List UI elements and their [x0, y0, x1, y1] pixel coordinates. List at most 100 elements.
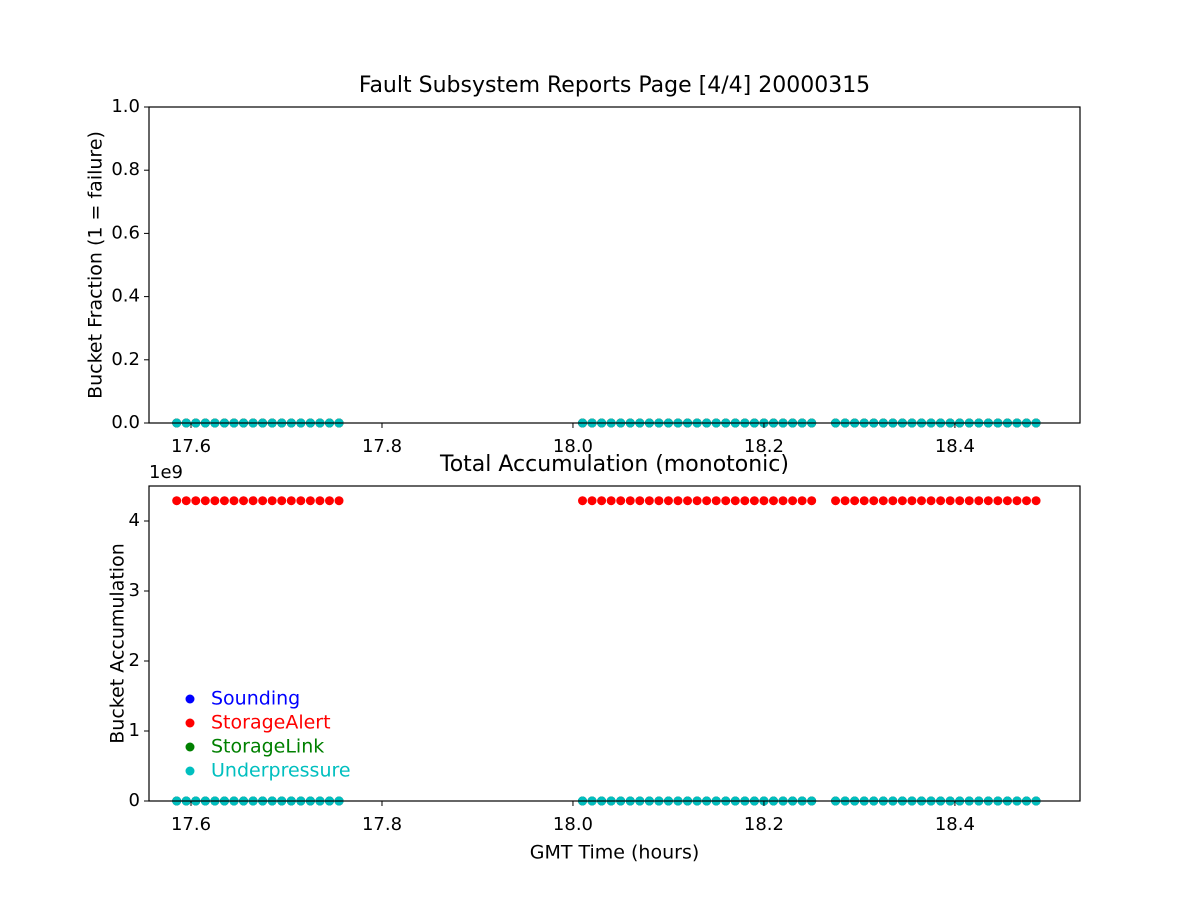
- data-point: [200, 496, 210, 506]
- data-point: [936, 496, 946, 506]
- data-point: [916, 496, 926, 506]
- axes-frame: [148, 485, 1081, 802]
- data-point: [797, 496, 807, 506]
- legend-label: Sounding: [211, 688, 300, 710]
- y-tick-label: 0.0: [111, 412, 140, 433]
- x-tick-label: 17.6: [171, 814, 211, 835]
- data-point: [983, 496, 993, 506]
- data-point: [258, 496, 268, 506]
- data-point: [740, 496, 750, 506]
- x-tick-label: 18.2: [744, 814, 784, 835]
- chart-title: Fault Subsystem Reports Page [4/4] 20000…: [359, 73, 870, 98]
- y-tick-label: 0: [129, 790, 140, 811]
- data-point: [210, 496, 220, 506]
- x-tick-label: 18.2: [744, 436, 784, 457]
- data-point: [172, 496, 182, 506]
- data-point: [840, 496, 850, 506]
- legend-label: StorageAlert: [211, 712, 331, 734]
- data-point: [229, 496, 239, 506]
- x-tick-label: 18.4: [935, 814, 975, 835]
- data-point: [768, 496, 778, 506]
- data-point: [869, 496, 879, 506]
- x-tick-label: 18.0: [553, 436, 593, 457]
- data-point: [850, 496, 860, 506]
- data-point: [1022, 496, 1032, 506]
- data-point: [683, 496, 693, 506]
- data-point: [955, 496, 965, 506]
- x-tick-label: 17.6: [171, 436, 211, 457]
- data-point: [831, 496, 841, 506]
- y-tick-label: 2: [129, 650, 140, 671]
- data-point: [277, 496, 287, 506]
- x-tick-label: 17.8: [362, 814, 402, 835]
- legend-marker: [185, 718, 195, 728]
- data-point: [654, 496, 664, 506]
- y-tick-label: 0.4: [111, 286, 140, 307]
- data-point: [1002, 496, 1012, 506]
- data-point: [248, 496, 258, 506]
- data-point: [239, 496, 249, 506]
- data-point: [993, 496, 1003, 506]
- data-point: [1031, 496, 1041, 506]
- data-point: [324, 496, 334, 506]
- data-point: [788, 496, 798, 506]
- x-tick-label: 17.8: [362, 436, 402, 457]
- chart-title: Total Accumulation (monotonic): [439, 452, 789, 477]
- data-point: [219, 496, 229, 506]
- y-tick-label: 4: [129, 510, 140, 531]
- legend-label: StorageLink: [211, 736, 324, 758]
- data-point: [692, 496, 702, 506]
- data-point: [907, 496, 917, 506]
- data-point: [888, 496, 898, 506]
- data-point: [267, 496, 277, 506]
- y-tick-label: 0.8: [111, 159, 140, 180]
- data-point: [305, 496, 315, 506]
- y-tick-label: 0.6: [111, 222, 140, 243]
- data-point: [945, 496, 955, 506]
- data-point: [730, 496, 740, 506]
- y-tick-label: 0.2: [111, 349, 140, 370]
- data-point: [878, 496, 888, 506]
- axes-frame: [148, 106, 1081, 424]
- legend-marker: [185, 694, 195, 704]
- data-point: [749, 496, 759, 506]
- data-point: [587, 496, 597, 506]
- data-point: [635, 496, 645, 506]
- data-point: [964, 496, 974, 506]
- data-point: [578, 496, 588, 506]
- data-point: [1012, 496, 1022, 506]
- x-axis-label: GMT Time (hours): [530, 842, 700, 864]
- data-point: [286, 496, 296, 506]
- y-tick-label: 1: [129, 720, 140, 741]
- data-point: [673, 496, 683, 506]
- data-point: [296, 496, 306, 506]
- y-tick-label: 1.0: [111, 96, 140, 117]
- y-offset-label: 1e9: [149, 462, 183, 483]
- data-point: [759, 496, 769, 506]
- data-point: [926, 496, 936, 506]
- y-axis-label: Bucket Accumulation: [107, 543, 129, 744]
- legend-label: Underpressure: [211, 760, 351, 782]
- data-point: [974, 496, 984, 506]
- data-point: [597, 496, 607, 506]
- data-point: [721, 496, 731, 506]
- data-point: [711, 496, 721, 506]
- y-tick-label: 3: [129, 580, 140, 601]
- data-point: [663, 496, 673, 506]
- data-point: [181, 496, 191, 506]
- data-point: [191, 496, 201, 506]
- legend-marker: [185, 742, 195, 752]
- data-point: [859, 496, 869, 506]
- data-point: [807, 496, 817, 506]
- data-point: [625, 496, 635, 506]
- legend-marker: [185, 766, 195, 776]
- data-point: [897, 496, 907, 506]
- data-point: [778, 496, 788, 506]
- x-tick-label: 18.4: [935, 436, 975, 457]
- data-point: [606, 496, 616, 506]
- data-point: [616, 496, 626, 506]
- data-point: [315, 496, 325, 506]
- x-tick-label: 18.0: [553, 814, 593, 835]
